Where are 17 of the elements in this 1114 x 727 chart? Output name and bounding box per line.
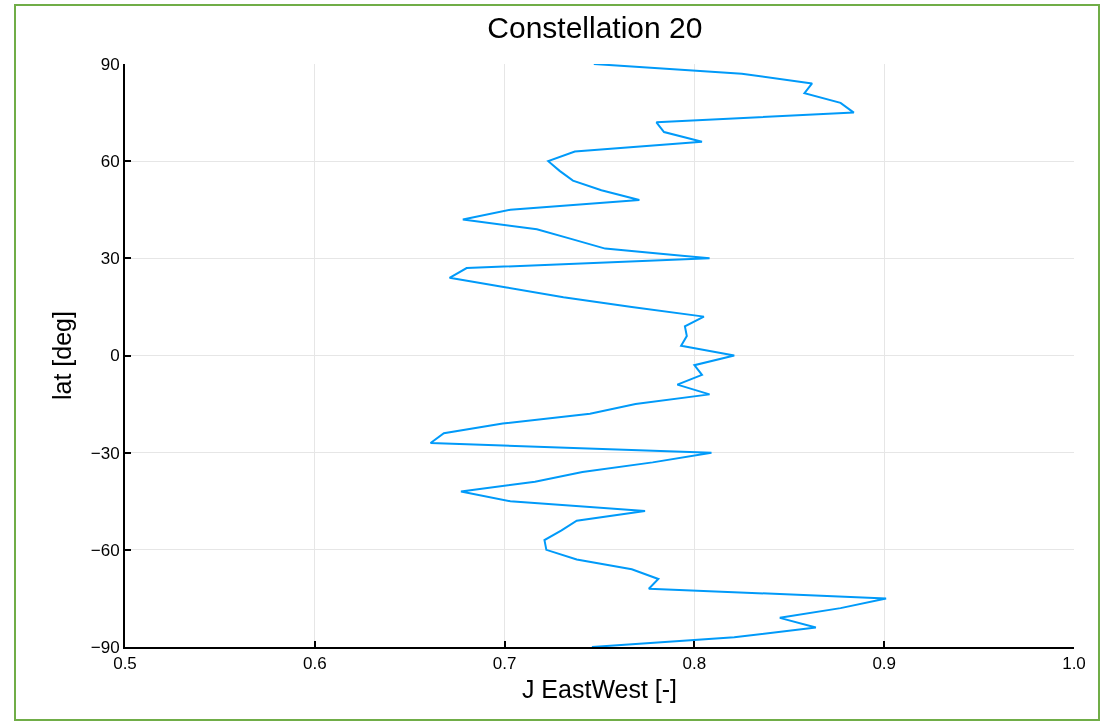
x-tick-label: 0.8	[682, 654, 707, 674]
y-tick-label: 90	[100, 54, 120, 74]
y-tick-label: 30	[100, 249, 120, 269]
y-tick-label: 0	[110, 346, 120, 366]
x-tick-label: 1.0	[1062, 654, 1086, 674]
y-tick-label: 60	[100, 152, 120, 172]
x-tick-label: 0.6	[302, 654, 327, 674]
y-tick-label: −30	[90, 443, 120, 463]
x-tick-label: 0.7	[492, 654, 517, 674]
line-series	[429, 64, 888, 647]
x-tick-label: 0.5	[113, 654, 137, 674]
y-tick-label: −90	[90, 637, 120, 657]
y-tick-label: −60	[90, 540, 120, 560]
x-axis-title: J EastWest [-]	[521, 674, 678, 703]
x-tick-label: 0.9	[872, 654, 897, 674]
y-axis-title: lat [deg]	[48, 311, 77, 400]
chart-title: Constellation 20	[487, 10, 703, 44]
